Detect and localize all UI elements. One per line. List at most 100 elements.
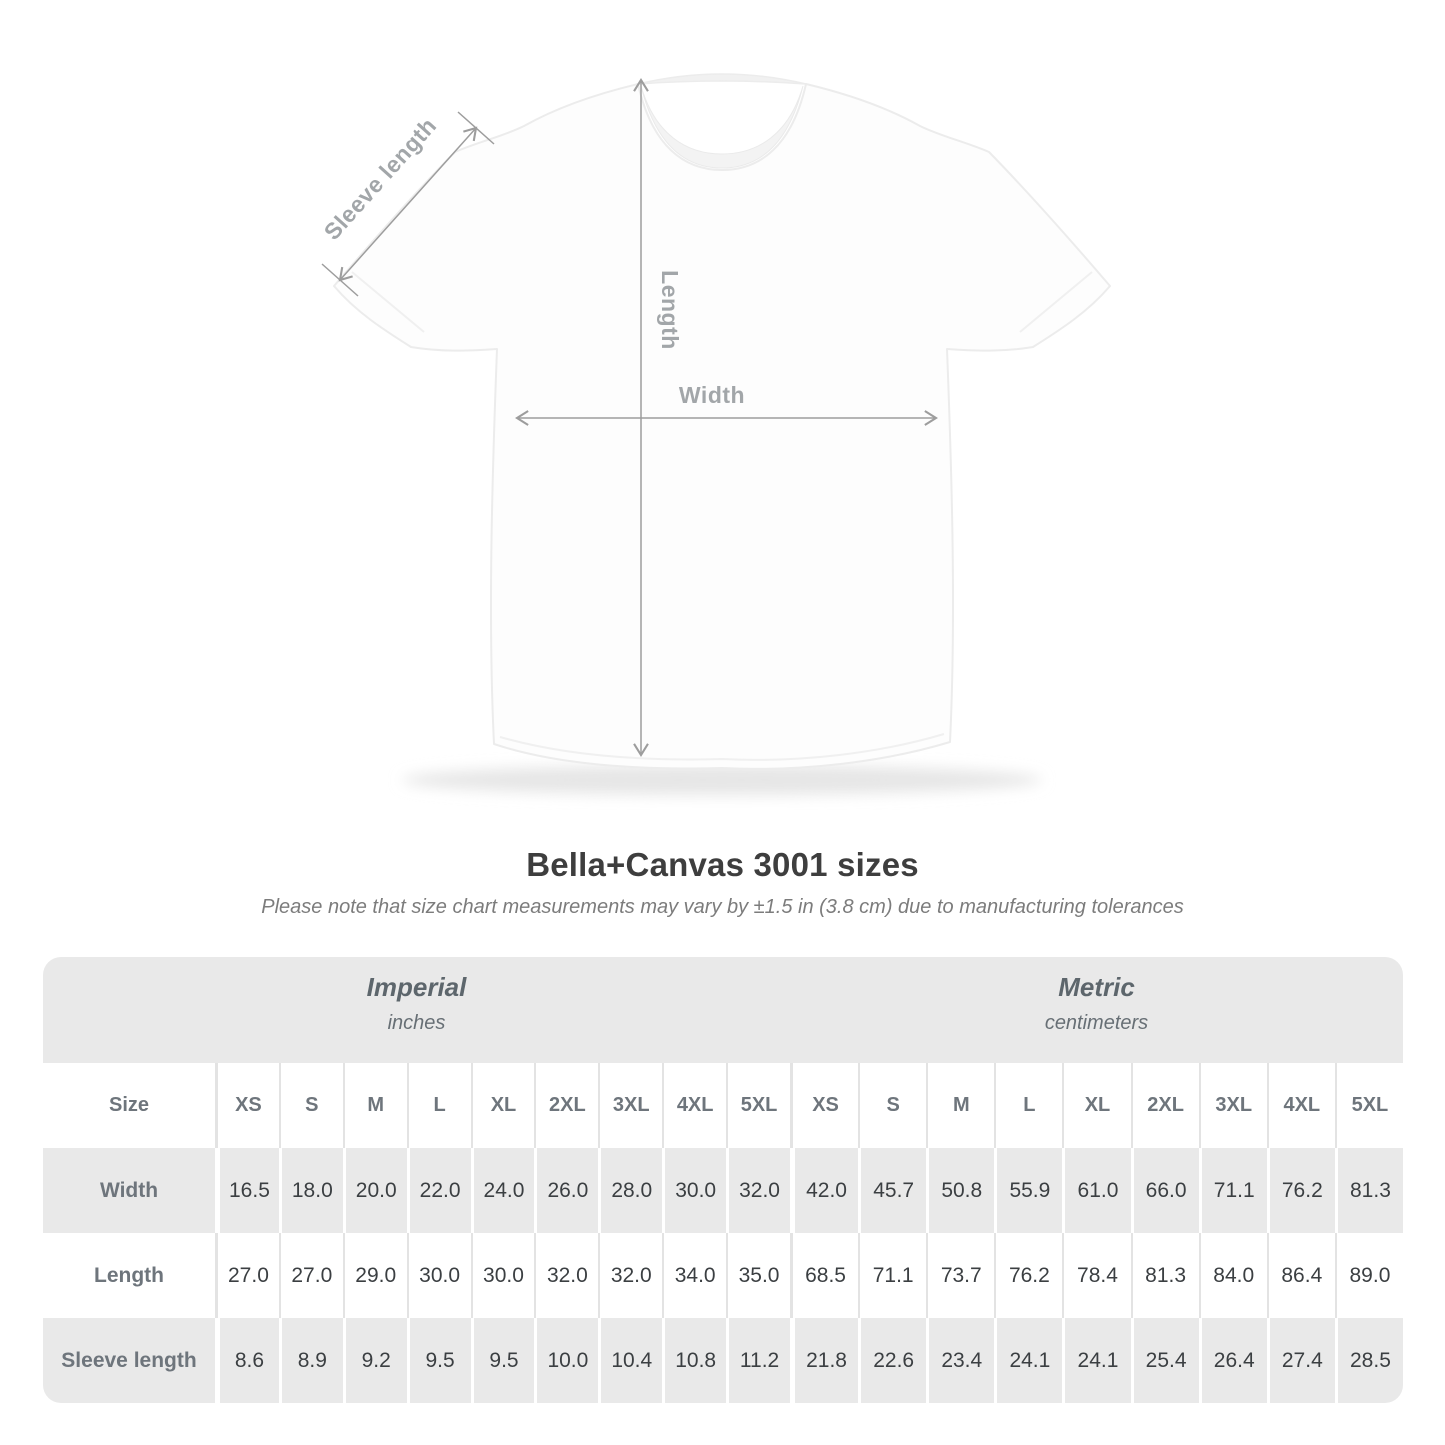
size-table: Imperial inches Metric centimeters Size … xyxy=(43,957,1403,1403)
value-cell: 10.0 xyxy=(534,1318,598,1403)
size-cell: M xyxy=(926,1063,994,1148)
value-cell: 61.0 xyxy=(1062,1148,1130,1233)
size-cell: 4XL xyxy=(662,1063,726,1148)
value-cell: 28.5 xyxy=(1334,1318,1403,1403)
width-row: Width 16.5 18.0 20.0 22.0 24.0 26.0 28.0… xyxy=(43,1148,1403,1233)
value-cell: 26.0 xyxy=(534,1148,598,1233)
value-cell: 27.0 xyxy=(215,1233,279,1318)
value-cell: 30.0 xyxy=(406,1233,471,1318)
value-cell: 42.0 xyxy=(790,1148,858,1233)
dimension-end-tick xyxy=(321,263,359,297)
value-cell: 24.1 xyxy=(1062,1318,1130,1403)
size-cell: XL xyxy=(470,1063,535,1148)
value-cell: 34.0 xyxy=(662,1233,726,1318)
value-cell: 66.0 xyxy=(1130,1148,1199,1233)
value-cell: 76.2 xyxy=(994,1233,1062,1318)
size-cell: 3XL xyxy=(598,1063,662,1148)
size-cell: L xyxy=(406,1063,471,1148)
value-cell: 81.3 xyxy=(1130,1233,1199,1318)
value-cell: 8.9 xyxy=(278,1318,343,1403)
dimension-end-tick xyxy=(457,111,495,145)
value-cell: 73.7 xyxy=(926,1233,994,1318)
value-cell: 10.4 xyxy=(598,1318,662,1403)
value-cell: 10.8 xyxy=(662,1318,726,1403)
unit-group-header-row: Imperial inches Metric centimeters xyxy=(43,957,1403,1063)
value-cell: 81.3 xyxy=(1334,1148,1403,1233)
value-cell: 32.0 xyxy=(726,1148,790,1233)
value-cell: 23.4 xyxy=(926,1318,994,1403)
value-cell: 9.5 xyxy=(406,1318,471,1403)
title-block: Bella+Canvas 3001 sizes Please note that… xyxy=(0,846,1445,919)
size-cell: L xyxy=(994,1063,1062,1148)
value-cell: 30.0 xyxy=(470,1233,535,1318)
size-header-row: Size XS S M L XL 2XL 3XL 4XL 5XL XS S M … xyxy=(43,1063,1403,1148)
value-cell: 9.5 xyxy=(470,1318,535,1403)
value-cell: 20.0 xyxy=(342,1148,407,1233)
value-cell: 25.4 xyxy=(1130,1318,1199,1403)
imperial-group-header: Imperial inches xyxy=(43,957,790,1063)
size-cell: 4XL xyxy=(1266,1063,1335,1148)
size-cell: 5XL xyxy=(1334,1063,1403,1148)
size-cell: S xyxy=(858,1063,926,1148)
shirt-shadow xyxy=(402,765,1042,795)
tshirt-diagram: Sleeve length Length Width xyxy=(319,73,1111,795)
value-cell: 16.5 xyxy=(215,1148,279,1233)
size-cell: 2XL xyxy=(1130,1063,1199,1148)
value-cell: 29.0 xyxy=(342,1233,407,1318)
row-label-width: Width xyxy=(99,1178,159,1202)
tolerance-note: Please note that size chart measurements… xyxy=(261,896,1184,918)
size-cell: XS xyxy=(215,1063,279,1148)
sleeve-length-dimension xyxy=(321,111,495,297)
value-cell: 55.9 xyxy=(994,1148,1062,1233)
value-cell: 71.1 xyxy=(1198,1148,1267,1233)
value-cell: 89.0 xyxy=(1334,1233,1403,1318)
row-label-length: Length xyxy=(94,1263,164,1287)
size-cell: 3XL xyxy=(1198,1063,1267,1148)
value-cell: 27.4 xyxy=(1266,1318,1335,1403)
value-cell: 22.0 xyxy=(406,1148,471,1233)
value-cell: 68.5 xyxy=(790,1233,858,1318)
value-cell: 28.0 xyxy=(598,1148,662,1233)
metric-group-header: Metric centimeters xyxy=(790,957,1403,1063)
value-cell: 22.6 xyxy=(858,1318,926,1403)
value-cell: 9.2 xyxy=(342,1318,407,1403)
value-cell: 30.0 xyxy=(662,1148,726,1233)
value-cell: 78.4 xyxy=(1062,1233,1130,1318)
value-cell: 86.4 xyxy=(1266,1233,1335,1318)
size-column-header: Size xyxy=(108,1094,150,1116)
size-cell: S xyxy=(278,1063,343,1148)
size-cell: 2XL xyxy=(534,1063,598,1148)
length-row: Length 27.0 27.0 29.0 30.0 30.0 32.0 32.… xyxy=(43,1233,1403,1318)
imperial-unit: inches xyxy=(387,1011,446,1034)
value-cell: 27.0 xyxy=(278,1233,343,1318)
value-cell: 32.0 xyxy=(534,1233,598,1318)
sleeve-length-row: Sleeve length 8.6 8.9 9.2 9.5 9.5 10.0 1… xyxy=(43,1318,1403,1403)
value-cell: 24.1 xyxy=(994,1318,1062,1403)
imperial-label: Imperial xyxy=(366,971,467,1002)
size-cell: 5XL xyxy=(726,1063,790,1148)
row-label-sleeve-length: Sleeve length xyxy=(61,1348,197,1372)
tshirt-illustration xyxy=(333,73,1111,770)
value-cell: 50.8 xyxy=(926,1148,994,1233)
page-title: Bella+Canvas 3001 sizes xyxy=(526,846,919,883)
tshirt-diagram-svg: Sleeve length Length Width xyxy=(319,73,1111,795)
length-label: Length xyxy=(657,270,683,350)
value-cell: 32.0 xyxy=(598,1233,662,1318)
value-cell: 21.8 xyxy=(790,1318,858,1403)
value-cell: 71.1 xyxy=(858,1233,926,1318)
size-cell: M xyxy=(342,1063,407,1148)
value-cell: 18.0 xyxy=(278,1148,343,1233)
value-cell: 84.0 xyxy=(1198,1233,1267,1318)
metric-label: Metric xyxy=(1058,971,1135,1002)
value-cell: 26.4 xyxy=(1198,1318,1267,1403)
value-cell: 24.0 xyxy=(470,1148,535,1233)
metric-unit: centimeters xyxy=(1044,1011,1149,1034)
width-label: Width xyxy=(679,382,745,408)
value-cell: 45.7 xyxy=(858,1148,926,1233)
size-cell: XS xyxy=(790,1063,858,1148)
value-cell: 8.6 xyxy=(215,1318,279,1403)
value-cell: 35.0 xyxy=(726,1233,790,1318)
value-cell: 11.2 xyxy=(726,1318,790,1403)
value-cell: 76.2 xyxy=(1266,1148,1335,1233)
